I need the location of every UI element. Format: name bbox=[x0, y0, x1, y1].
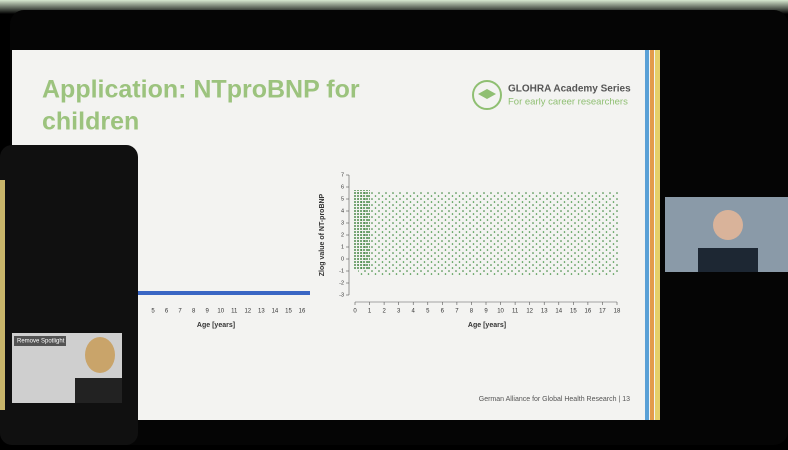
stripe bbox=[645, 50, 649, 420]
spotlight-button-label[interactable]: Remove Spotlight bbox=[17, 339, 65, 345]
y-tick-label: -2 bbox=[339, 280, 344, 286]
scatter-cloud bbox=[358, 192, 618, 276]
x-tick-label: 13 bbox=[258, 309, 265, 315]
participant-head bbox=[713, 210, 743, 240]
y-tick-label: 4 bbox=[341, 208, 344, 214]
x-tick-label: 16 bbox=[585, 309, 592, 315]
slide-title: children bbox=[42, 108, 139, 136]
y-axis-label: Zlog value of NT-proBNP bbox=[319, 193, 326, 276]
y-tick-label: 2 bbox=[341, 232, 344, 238]
x-tick-label: 10 bbox=[497, 309, 504, 315]
x-tick-label: 14 bbox=[555, 309, 562, 315]
y-tick-label: -3 bbox=[339, 292, 344, 298]
scatter-cloud bbox=[354, 190, 370, 270]
x-tick-label: 17 bbox=[599, 309, 606, 315]
stripe bbox=[650, 50, 654, 420]
y-tick-label: 6 bbox=[341, 184, 344, 190]
x-tick-label: 12 bbox=[526, 309, 533, 315]
x-tick-label: 10 bbox=[217, 309, 224, 315]
participant-hair bbox=[85, 337, 115, 373]
x-tick-label: 18 bbox=[614, 309, 621, 315]
slide-title: Application: NTproBNP for bbox=[42, 76, 360, 104]
scatter-cloud bbox=[138, 291, 310, 295]
x-axis-label: Age [years] bbox=[197, 322, 235, 329]
x-tick-label: 13 bbox=[541, 309, 548, 315]
x-tick-label: 16 bbox=[299, 309, 306, 315]
screen: Application: NTproBNP for children GLOHR… bbox=[0, 0, 788, 445]
x-axis-label: Age [years] bbox=[468, 322, 506, 329]
x-tick-label: 11 bbox=[512, 309, 519, 315]
slide-footer: German Alliance for Global Health Resear… bbox=[479, 396, 630, 403]
participant-body bbox=[75, 378, 122, 403]
y-tick-label: 0 bbox=[341, 256, 344, 262]
y-tick-label: 5 bbox=[341, 196, 344, 202]
x-tick-label: 15 bbox=[570, 309, 577, 315]
x-tick-label: 11 bbox=[231, 309, 238, 315]
logo-title: GLOHRA Academy Series bbox=[508, 84, 631, 95]
y-tick-label: 3 bbox=[341, 220, 344, 226]
x-tick-label: 12 bbox=[244, 309, 251, 315]
participant-body bbox=[698, 248, 758, 272]
panel-edge bbox=[0, 180, 5, 410]
x-tick-label: 15 bbox=[285, 309, 292, 315]
logo-subtitle: For early career researchers bbox=[508, 97, 628, 108]
y-tick-label: 1 bbox=[341, 244, 344, 250]
page: Application: NTproBNP for children GLOHR… bbox=[0, 0, 788, 445]
y-tick-label: -1 bbox=[339, 268, 344, 274]
y-tick-label: 7 bbox=[341, 172, 344, 178]
stripe bbox=[655, 50, 660, 420]
x-tick-label: 14 bbox=[272, 309, 279, 315]
